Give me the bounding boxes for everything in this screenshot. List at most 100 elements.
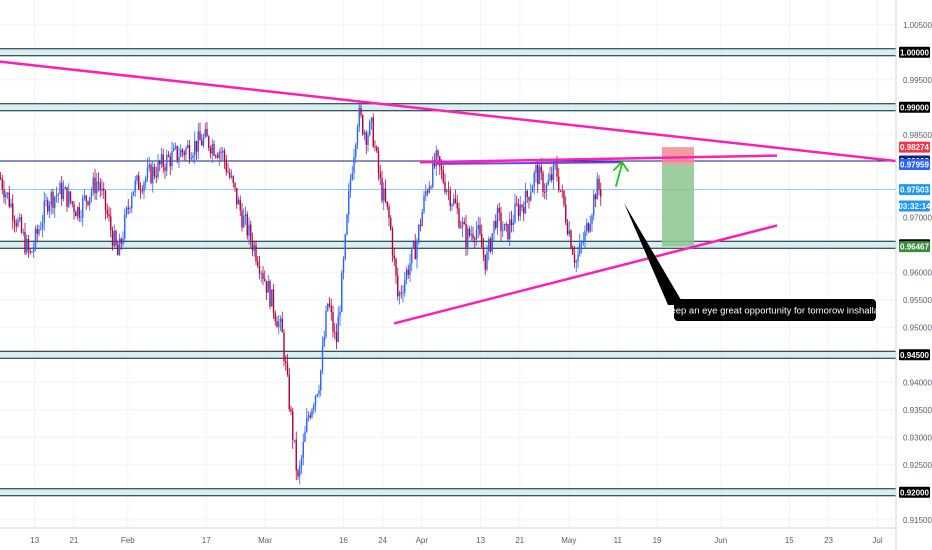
candle-body (150, 164, 152, 184)
candle-body (104, 190, 107, 211)
candle-body (141, 190, 143, 192)
candle-body (155, 175, 157, 178)
time-axis[interactable]: 13 21 Feb 17 Mar 16 24 Apr 13 21 May 11 19 Jun 15 23 Jul (30, 536, 883, 545)
candle-body (157, 161, 159, 178)
candle-body (26, 239, 28, 253)
candle-body (17, 219, 19, 227)
candle-body (426, 191, 429, 193)
candle-body (383, 188, 385, 201)
price-label-text: 0.99000 (900, 103, 929, 112)
candle-body (587, 223, 590, 232)
candle-body (36, 228, 38, 234)
candle-body (437, 150, 439, 157)
y-tick-label: 0.95000 (903, 323, 932, 332)
y-tick-label: 0.94000 (903, 378, 932, 387)
candle-body (31, 251, 33, 253)
candle-body (90, 191, 93, 198)
candle-body (229, 172, 231, 178)
candle-body (311, 409, 313, 418)
candle-body (566, 222, 569, 235)
candle-body (537, 164, 539, 185)
price-labels: 1.000000.990000.982740.980220.979590.975… (898, 46, 931, 498)
candle-body (3, 189, 5, 198)
candle-body (577, 254, 579, 262)
candle-body (407, 269, 409, 275)
candle-body (85, 195, 87, 202)
price-axis[interactable]: 1.00500 0.99500 0.98500 0.97000 0.96000 0.955… (903, 21, 932, 525)
candle-body (166, 154, 168, 171)
candle-body (204, 128, 206, 137)
price-label-text: 0.94500 (900, 351, 929, 360)
candle-body (257, 261, 259, 266)
candle-body (134, 180, 136, 192)
candle-body (244, 214, 247, 216)
candle-body (48, 205, 51, 212)
candle-body (108, 214, 110, 217)
candle-body (411, 247, 413, 264)
candle-body (503, 223, 506, 231)
position-zones (662, 147, 694, 247)
x-tick-label: 13 (30, 536, 39, 545)
price-label-text: 1.00000 (900, 48, 929, 57)
candle-body (505, 223, 507, 225)
candle-body (409, 263, 411, 275)
candle-body (6, 192, 9, 194)
x-tick-label: 24 (378, 536, 387, 545)
y-tick-label: 0.97000 (903, 213, 932, 222)
y-tick-label: 0.93500 (903, 406, 932, 415)
candle-body (404, 280, 406, 293)
stop-zone (662, 147, 694, 165)
target-zone (662, 164, 694, 247)
candle-body (360, 107, 362, 116)
annotation-callout[interactable]: keep an eye great opportunity for tomoro… (624, 203, 884, 321)
candle-body (73, 203, 75, 212)
candle-body (260, 273, 262, 274)
candle-body (446, 190, 448, 193)
candle-body (405, 269, 408, 281)
candle-body (475, 229, 478, 240)
price-label-bg (899, 486, 930, 498)
candle-body (468, 228, 471, 236)
candle-body (208, 136, 210, 148)
candle-body (440, 166, 443, 171)
candle-body (493, 220, 495, 234)
candle-body (556, 164, 558, 177)
resistance-line (435, 161, 623, 165)
candle-body (330, 305, 332, 313)
candle-body (122, 238, 124, 244)
candle-body (302, 441, 304, 458)
candle-body (27, 239, 30, 251)
candle-body (213, 144, 215, 156)
candle-body (428, 186, 430, 193)
candle-body (92, 177, 94, 192)
candle-body (402, 292, 404, 294)
candle-body (390, 217, 392, 230)
candle-body (22, 231, 24, 233)
candle-body (113, 231, 115, 247)
candle-body (570, 230, 572, 249)
candle-body (344, 234, 346, 259)
price-label-text: 0.92000 (900, 488, 929, 497)
candle-body (264, 278, 266, 281)
x-tick-label: May (561, 536, 576, 545)
candle-body (397, 275, 399, 297)
candle-body (159, 161, 161, 165)
candle-body (530, 192, 532, 201)
candle-body (481, 234, 483, 248)
candle-body (500, 212, 502, 232)
candle-body (164, 167, 166, 171)
candle-body (565, 204, 567, 223)
x-tick-label: Jul (872, 536, 882, 545)
price-label-bg (899, 46, 930, 58)
x-tick-label: 17 (202, 536, 211, 545)
candle-body (12, 203, 14, 220)
ascending-trendline (393, 224, 778, 325)
candle-body (521, 204, 523, 208)
candle-body (388, 206, 390, 218)
candle-body (432, 160, 434, 187)
candle-body (33, 246, 35, 252)
candle-body (538, 166, 541, 185)
candle-body (321, 345, 324, 371)
candle-body (334, 331, 336, 333)
